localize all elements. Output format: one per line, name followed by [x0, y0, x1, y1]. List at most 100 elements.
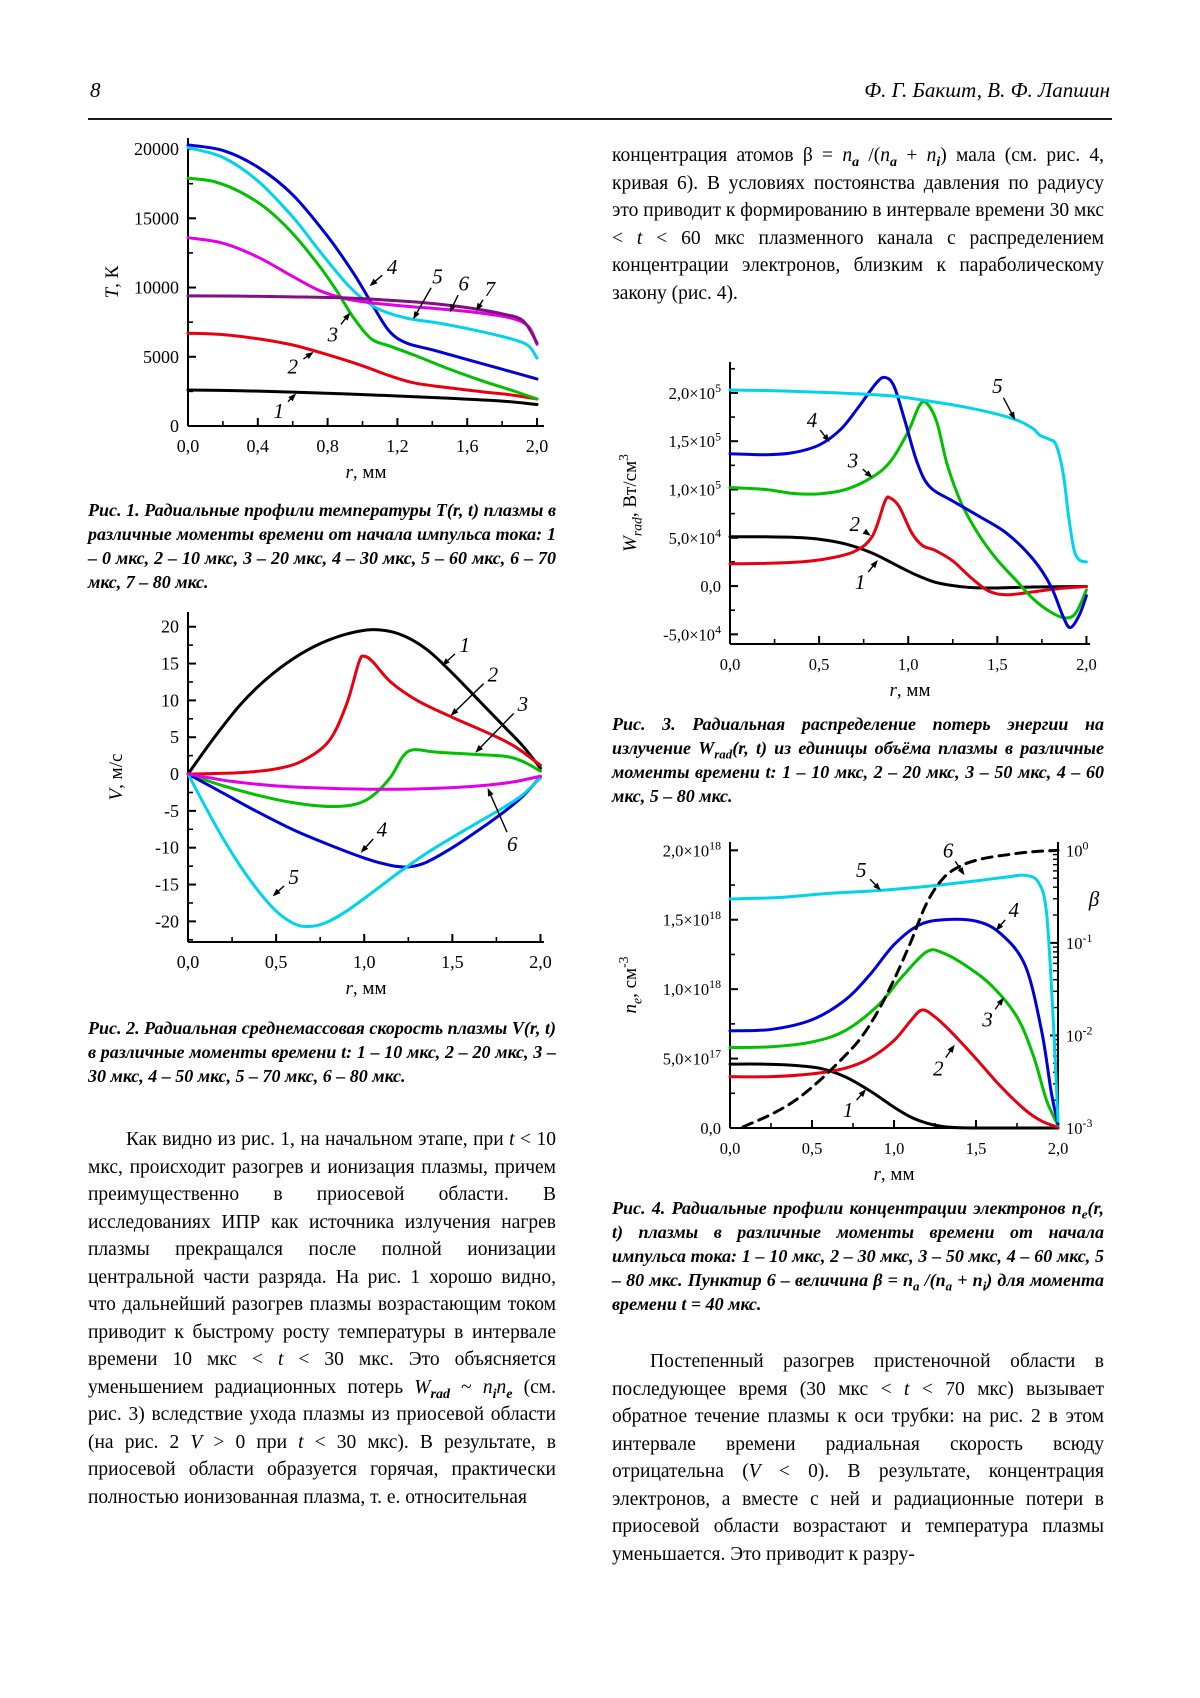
fig1-series-4 — [186, 143, 539, 381]
svg-text:2,0×1018: 2,0×1018 — [663, 838, 721, 860]
fig1-curve-label-1: 1 — [273, 399, 284, 423]
fig3-series-3 — [728, 399, 1088, 620]
figure-3-chart: 0,0 0,5 1,0 1,5 2,0 -5,0×104 0,0 5,0×104 1,0×105… — [612, 348, 1104, 701]
svg-text:1,5×105: 1,5×105 — [669, 429, 721, 451]
figure-4-caption: Рис. 4. Радиальные профили концентрации … — [612, 1198, 1104, 1314]
svg-text:10-1: 10-1 — [1066, 931, 1092, 953]
svg-text:r, мм: r, мм — [890, 680, 931, 700]
svg-text:-5,0×104: -5,0×104 — [663, 622, 721, 644]
svg-text:2,0: 2,0 — [1048, 1139, 1069, 1158]
svg-text:10000: 10000 — [134, 278, 179, 298]
svg-text:0,0: 0,0 — [177, 952, 200, 972]
fig4-series-4 — [728, 917, 1060, 1126]
figure-1-caption: Рис. 1. Радиальные профили температуры T… — [88, 500, 557, 592]
svg-text:1,5×1018: 1,5×1018 — [663, 908, 721, 930]
fig2-series-3 — [186, 748, 542, 809]
fig1-series-7 — [186, 294, 539, 345]
svg-text:0,4: 0,4 — [247, 436, 270, 456]
fig1-curve-label-7: 7 — [485, 277, 497, 301]
fig1-series-1 — [186, 388, 539, 407]
svg-text:20: 20 — [161, 617, 179, 637]
svg-text:10-3: 10-3 — [1066, 1116, 1092, 1138]
svg-text:2,0: 2,0 — [526, 436, 549, 456]
svg-text:1,6: 1,6 — [456, 436, 479, 456]
figure-2-caption: Рис. 2. Радиальная среднемассовая скорос… — [88, 1018, 556, 1086]
svg-text:0,8: 0,8 — [316, 436, 339, 456]
svg-text:1,5: 1,5 — [987, 655, 1008, 674]
svg-text:1,0: 1,0 — [898, 655, 919, 674]
fig1-series-6 — [186, 236, 539, 346]
fig3-series-5 — [728, 388, 1088, 564]
svg-text:1,0: 1,0 — [353, 952, 376, 972]
svg-text:1,5: 1,5 — [441, 952, 464, 972]
svg-text:1,5: 1,5 — [966, 1139, 987, 1158]
paragraph-right-bottom: Постепенный разогрев пристеночной област… — [612, 1351, 1105, 1565]
svg-text:10-2: 10-2 — [1066, 1024, 1092, 1046]
fig1-curve-label-5: 5 — [432, 264, 443, 288]
svg-text:5,0×104: 5,0×104 — [669, 526, 721, 548]
svg-text:0,0: 0,0 — [177, 436, 200, 456]
fig1-curve-label-3: 3 — [327, 323, 339, 347]
svg-text:0,0: 0,0 — [720, 655, 741, 674]
fig2-curve-label-5: 5 — [288, 865, 299, 889]
fig1-series-3 — [186, 176, 539, 401]
fig1-curve-label-2: 2 — [287, 354, 298, 378]
page-number: 8 — [90, 78, 101, 102]
svg-text:V, м/с: V, м/с — [106, 754, 127, 801]
svg-text:ne, см-3: ne, см-3 — [616, 956, 644, 1013]
svg-text:0,5: 0,5 — [802, 1139, 823, 1158]
fig3-curve-label-1: 1 — [855, 570, 866, 594]
paragraph-left: Как видно из рис. 1, на начальном этапе,… — [88, 1129, 556, 1508]
fig1-curve-label-4: 4 — [387, 255, 398, 279]
fig3-curve-label-3: 3 — [847, 449, 859, 473]
fig4-curve-label-5: 5 — [856, 858, 867, 882]
fig3-curve-label-2: 2 — [850, 512, 861, 536]
fig4-curve-label-2: 2 — [933, 1056, 944, 1080]
svg-text:5,0×1017: 5,0×1017 — [663, 1047, 721, 1069]
svg-text:15: 15 — [161, 654, 179, 674]
svg-text:T, К: T, К — [102, 265, 123, 298]
svg-text:2,0: 2,0 — [1076, 655, 1097, 674]
svg-text:15000: 15000 — [134, 208, 179, 228]
fig4-series-6 — [741, 848, 1060, 1129]
fig4-curve-label-1: 1 — [843, 1098, 854, 1122]
fig2-curve-label-3: 3 — [517, 692, 529, 716]
fig1-curve-label-6: 6 — [458, 271, 469, 295]
fig4-series-2 — [728, 1008, 1060, 1129]
fig1-series-5 — [186, 146, 539, 360]
figure-4-chart: 0,0 0,5 1,0 1,5 2,0 0,0 5,0×1017 1,0×1018 1,5×10… — [612, 830, 1104, 1186]
fig2-series-5 — [186, 772, 542, 929]
paragraph-right-top: концентрация атомов β = na /(na + ni) ма… — [612, 145, 1105, 304]
svg-text:0: 0 — [170, 416, 179, 436]
fig3-series-2 — [728, 495, 1088, 597]
svg-text:10: 10 — [161, 690, 179, 710]
fig2-curve-label-1: 1 — [459, 633, 470, 657]
svg-text:r, мм: r, мм — [874, 1164, 915, 1185]
svg-text:0,5: 0,5 — [809, 655, 830, 674]
fig2-series-1 — [186, 628, 542, 776]
fig2-series-6 — [186, 772, 542, 791]
fig4-curve-label-6: 6 — [943, 838, 954, 862]
fig3-series-1 — [728, 535, 1088, 590]
svg-text:-10: -10 — [155, 838, 179, 858]
svg-text:0,0: 0,0 — [700, 577, 721, 596]
svg-text:Wrad, Вт/см3: Wrad, Вт/см3 — [616, 454, 644, 552]
figure-2-chart: 0,0 0,5 1,0 1,5 2,0 -20 -15 -10 -5 0 5 10 15 20 1 2 3 4 5 6… — [88, 598, 556, 1000]
svg-text:5: 5 — [170, 727, 179, 747]
svg-text:1,0×1018: 1,0×1018 — [663, 977, 721, 999]
fig2-series-4 — [186, 772, 542, 869]
fig4-curve-label-4: 4 — [1008, 898, 1019, 922]
fig2-curve-label-4: 4 — [377, 817, 388, 841]
fig2-series-2 — [186, 654, 542, 776]
svg-text:1,2: 1,2 — [386, 436, 409, 456]
fig4-canvas: 0,0 0,5 1,0 1,5 2,0 0,0 5,0×1017 1,0×1018 1,5×10… — [616, 838, 1100, 1185]
svg-text:β: β — [1088, 887, 1100, 911]
header-rule — [88, 118, 1112, 120]
fig4-curve-label-3: 3 — [981, 1008, 993, 1032]
svg-text:1,0: 1,0 — [884, 1139, 905, 1158]
svg-text:r, мм: r, мм — [346, 978, 387, 999]
fig4-series-3 — [728, 948, 1060, 1127]
svg-text:5000: 5000 — [143, 347, 179, 367]
fig2-curve-label-6: 6 — [507, 832, 518, 856]
